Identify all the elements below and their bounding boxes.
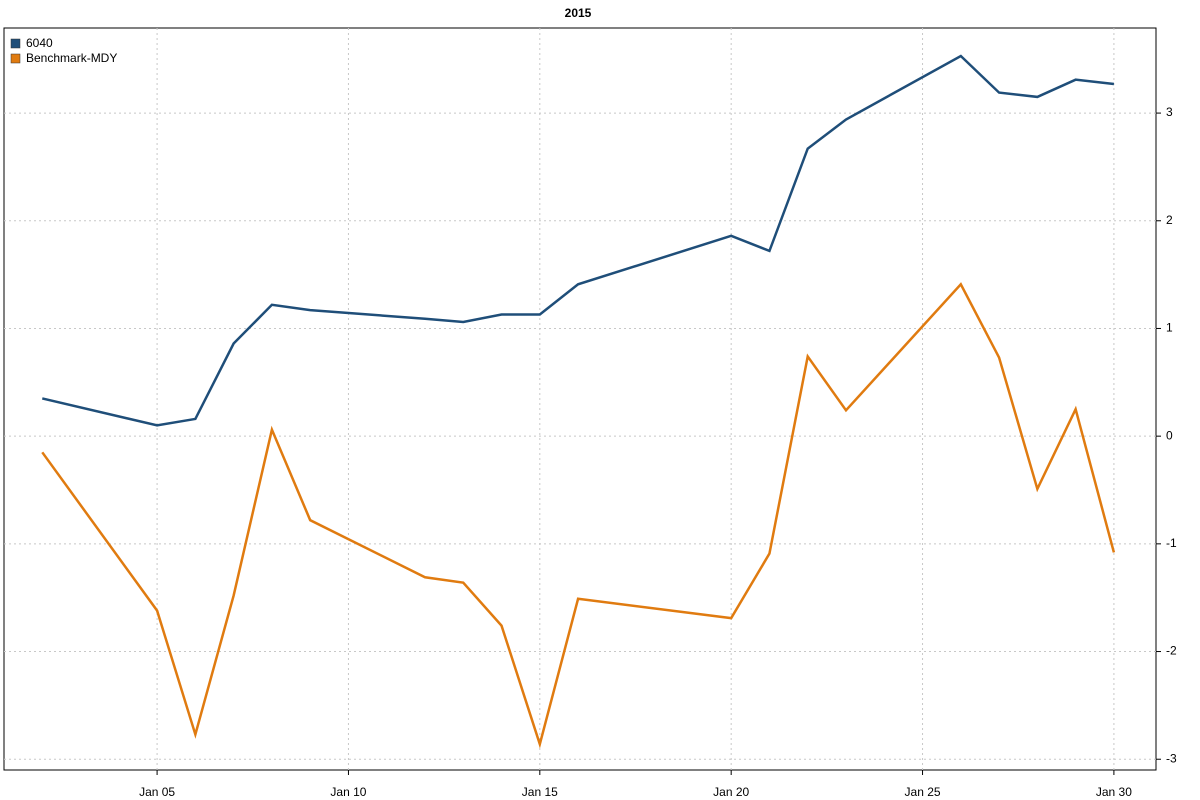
series-line <box>41 282 1116 749</box>
x-tick-label: Jan 05 <box>139 785 175 799</box>
x-tick-label: Jan 15 <box>522 785 558 799</box>
legend-swatch <box>10 38 21 49</box>
chart-title: 2015 <box>565 6 592 20</box>
x-tick-label: Jan 25 <box>905 785 941 799</box>
x-tick-label: Jan 10 <box>330 785 366 799</box>
plot-frame <box>3 27 1157 771</box>
x-tick-label: Jan 20 <box>713 785 749 799</box>
y-tick-label: -3 <box>1166 751 1177 765</box>
x-tick-label: Jan 30 <box>1096 785 1132 799</box>
legend-label: Benchmark-MDY <box>26 51 117 65</box>
y-tick-label: 1 <box>1166 321 1173 335</box>
y-tick-label: 2 <box>1166 213 1173 227</box>
y-tick-label: -1 <box>1166 536 1177 550</box>
y-tick-label: -2 <box>1166 644 1177 658</box>
y-tick-label: 0 <box>1166 428 1173 442</box>
legend-swatch <box>10 53 21 64</box>
y-tick-label: 3 <box>1166 105 1173 119</box>
legend-label: 6040 <box>26 36 53 50</box>
series-line <box>41 54 1115 427</box>
